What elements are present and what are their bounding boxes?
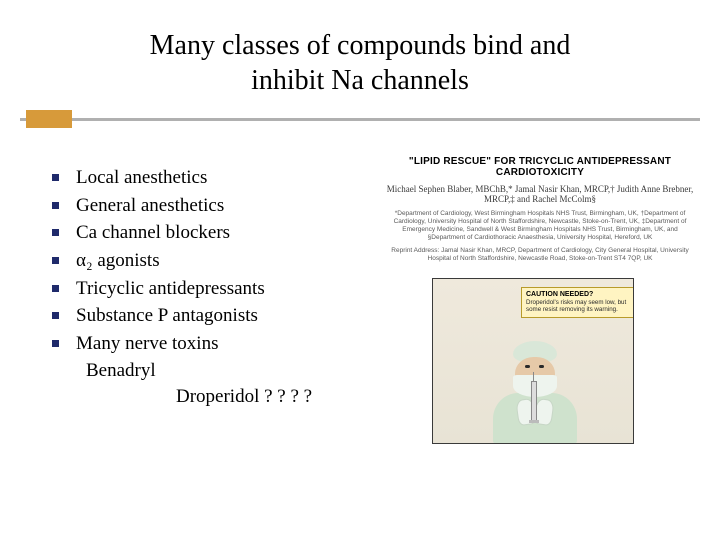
bullet-content: Local anesthetics General anesthetics Ca…	[48, 165, 368, 410]
eye-right	[539, 365, 544, 368]
bullet-text: α₂ agonists	[76, 250, 160, 271]
caution-text: Droperidol's risks may seem low, but som…	[526, 299, 634, 313]
bullet-item: General anesthetics	[48, 193, 368, 219]
paper-citation: "LIPID RESCUE" FOR TRICYCLIC ANTIDEPRESS…	[380, 156, 700, 263]
horizontal-rule	[20, 118, 700, 121]
slide-title: Many classes of compounds bind and inhib…	[0, 28, 720, 98]
bullet-item: Many nerve toxins	[48, 331, 368, 357]
title-line-2: inhibit Na channels	[251, 65, 469, 96]
sub-item-benadryl: Benadryl	[48, 358, 368, 384]
accent-block	[26, 110, 72, 128]
paper-authors: Michael Sephen Blaber, MBChB,* Jamal Nas…	[380, 184, 700, 204]
bullet-text: Substance P antagonists	[76, 305, 258, 326]
bullet-icon	[52, 202, 59, 209]
bullet-text: General anesthetics	[76, 195, 224, 216]
paper-title: "LIPID RESCUE" FOR TRICYCLIC ANTIDEPRESS…	[380, 156, 700, 178]
bullet-item: α₂ agonists	[48, 248, 368, 274]
bullet-text: Many nerve toxins	[76, 333, 218, 354]
bullet-item: Substance P antagonists	[48, 303, 368, 329]
title-line-1: Many classes of compounds bind and	[150, 30, 571, 61]
bullet-item: Ca channel blockers	[48, 220, 368, 246]
bullet-icon	[52, 229, 59, 236]
paper-affiliations: *Department of Cardiology, West Birmingh…	[380, 210, 700, 247]
bullet-list: Local anesthetics General anesthetics Ca…	[48, 165, 368, 356]
surgeon-illustration	[483, 341, 583, 441]
sub-item-droperidol: Droperidol ? ? ? ?	[48, 384, 368, 410]
bullet-text: Local anesthetics	[76, 167, 207, 188]
caution-title: CAUTION NEEDED?	[526, 291, 634, 298]
caution-callout: CAUTION NEEDED? Droperidol's risks may s…	[521, 287, 634, 318]
bullet-text: Tricyclic antidepressants	[76, 278, 265, 299]
syringe-shape	[531, 381, 537, 423]
eye-left	[525, 365, 530, 368]
photo-figure: CAUTION NEEDED? Droperidol's risks may s…	[432, 278, 634, 444]
bullet-icon	[52, 174, 59, 181]
bullet-item: Tricyclic antidepressants	[48, 276, 368, 302]
bullet-icon	[52, 257, 59, 264]
bullet-text: Ca channel blockers	[76, 222, 230, 243]
bullet-item: Local anesthetics	[48, 165, 368, 191]
slide: Many classes of compounds bind and inhib…	[0, 0, 720, 540]
paper-reprint: Reprint Address: Jamal Nasir Khan, MRCP,…	[380, 247, 700, 263]
bullet-icon	[52, 312, 59, 319]
bullet-icon	[52, 285, 59, 292]
bullet-icon	[52, 340, 59, 347]
